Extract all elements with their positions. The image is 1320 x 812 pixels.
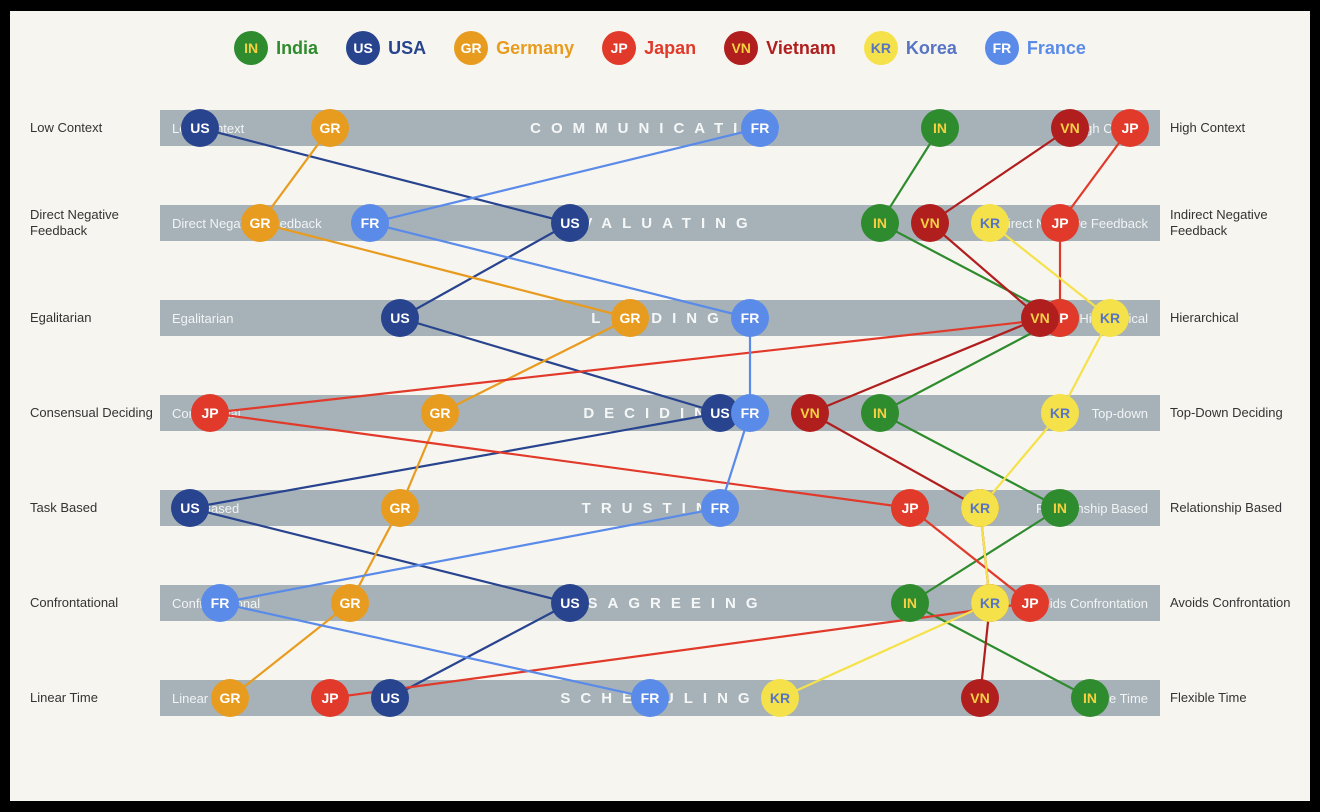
dimension-bar: ConfrontationalDISAGREEINGAvoids Confron… <box>160 585 1160 621</box>
dimension-bar: Low ContextCOMMUNICATINGHigh Context <box>160 110 1160 146</box>
legend-item-jp: JP Japan <box>602 31 696 65</box>
dimension-bar: ConsensualDECIDINGTop-down <box>160 395 1160 431</box>
legend-circle: US <box>346 31 380 65</box>
node-kr: KR <box>971 584 1009 622</box>
right-pole-label: Flexible Time <box>1160 690 1310 706</box>
node-kr: KR <box>971 204 1009 242</box>
chart-area: Low ContextLow ContextCOMMUNICATINGHigh … <box>10 93 1310 773</box>
node-in: IN <box>891 584 929 622</box>
node-vn: VN <box>911 204 949 242</box>
legend-item-fr: FR France <box>985 31 1086 65</box>
node-us: US <box>551 584 589 622</box>
right-pole-label: Top-Down Deciding <box>1160 405 1310 421</box>
node-jp: JP <box>311 679 349 717</box>
bar-left-text: Egalitarian <box>172 311 233 326</box>
node-jp: JP <box>1041 204 1079 242</box>
legend-label: India <box>276 38 318 59</box>
node-us: US <box>181 109 219 147</box>
node-in: IN <box>1071 679 1109 717</box>
node-jp: JP <box>891 489 929 527</box>
right-pole-label: High Context <box>1160 120 1310 136</box>
node-fr: FR <box>731 299 769 337</box>
node-fr: FR <box>631 679 669 717</box>
node-gr: GR <box>211 679 249 717</box>
node-vn: VN <box>961 679 999 717</box>
node-vn: VN <box>1021 299 1059 337</box>
node-gr: GR <box>611 299 649 337</box>
node-in: IN <box>861 394 899 432</box>
node-vn: VN <box>1051 109 1089 147</box>
bar-right-text: Top-down <box>1092 406 1148 421</box>
right-pole-label: Hierarchical <box>1160 310 1310 326</box>
legend-label: Korea <box>906 38 957 59</box>
legend-label: Vietnam <box>766 38 836 59</box>
node-gr: GR <box>381 489 419 527</box>
legend-circle: FR <box>985 31 1019 65</box>
node-fr: FR <box>351 204 389 242</box>
node-gr: GR <box>241 204 279 242</box>
legend-circle: IN <box>234 31 268 65</box>
node-jp: JP <box>1111 109 1149 147</box>
culture-map-chart: INIndiaUSUSAGRGermanyJPJapanVNVietnamKRK… <box>10 11 1310 801</box>
left-pole-label: Consensual Deciding <box>10 405 160 421</box>
legend-circle: JP <box>602 31 636 65</box>
legend-label: Germany <box>496 38 574 59</box>
left-pole-label: Low Context <box>10 120 160 136</box>
node-us: US <box>381 299 419 337</box>
node-kr: KR <box>761 679 799 717</box>
node-jp: JP <box>1011 584 1049 622</box>
dimension-bar: EgalitarianLEADINGHierarchical <box>160 300 1160 336</box>
legend-circle: VN <box>724 31 758 65</box>
left-pole-label: Confrontational <box>10 595 160 611</box>
left-pole-label: Linear Time <box>10 690 160 706</box>
left-pole-label: Egalitarian <box>10 310 160 326</box>
node-vn: VN <box>791 394 829 432</box>
node-us: US <box>171 489 209 527</box>
legend-item-vn: VN Vietnam <box>724 31 836 65</box>
connection-lines <box>10 93 1310 773</box>
node-fr: FR <box>701 489 739 527</box>
legend: INIndiaUSUSAGRGermanyJPJapanVNVietnamKRK… <box>10 31 1310 65</box>
node-jp: JP <box>191 394 229 432</box>
node-us: US <box>551 204 589 242</box>
node-in: IN <box>1041 489 1079 527</box>
node-kr: KR <box>961 489 999 527</box>
legend-item-us: US USA <box>346 31 426 65</box>
node-fr: FR <box>201 584 239 622</box>
left-pole-label: Direct Negative Feedback <box>10 207 160 238</box>
legend-circle: KR <box>864 31 898 65</box>
dimension-bar: Task BasedTRUSTINGRelationship Based <box>160 490 1160 526</box>
node-fr: FR <box>731 394 769 432</box>
node-in: IN <box>861 204 899 242</box>
dimension-category: EVALUATING <box>562 215 757 232</box>
node-us: US <box>371 679 409 717</box>
legend-item-in: IN India <box>234 31 318 65</box>
node-in: IN <box>921 109 959 147</box>
left-pole-label: Task Based <box>10 500 160 516</box>
legend-item-gr: GR Germany <box>454 31 574 65</box>
node-kr: KR <box>1091 299 1129 337</box>
right-pole-label: Relationship Based <box>1160 500 1310 516</box>
right-pole-label: Indirect Negative Feedback <box>1160 207 1310 238</box>
legend-label: USA <box>388 38 426 59</box>
node-fr: FR <box>741 109 779 147</box>
dimension-row: Direct Negative FeedbackDirect Negative … <box>10 203 1310 243</box>
right-pole-label: Avoids Confrontation <box>1160 595 1310 611</box>
legend-label: Japan <box>644 38 696 59</box>
node-kr: KR <box>1041 394 1079 432</box>
legend-label: France <box>1027 38 1086 59</box>
legend-circle: GR <box>454 31 488 65</box>
legend-item-kr: KR Korea <box>864 31 957 65</box>
node-gr: GR <box>421 394 459 432</box>
node-gr: GR <box>311 109 349 147</box>
dimension-bar: Direct Negative FeedbackEVALUATINGIndire… <box>160 205 1160 241</box>
node-gr: GR <box>331 584 369 622</box>
